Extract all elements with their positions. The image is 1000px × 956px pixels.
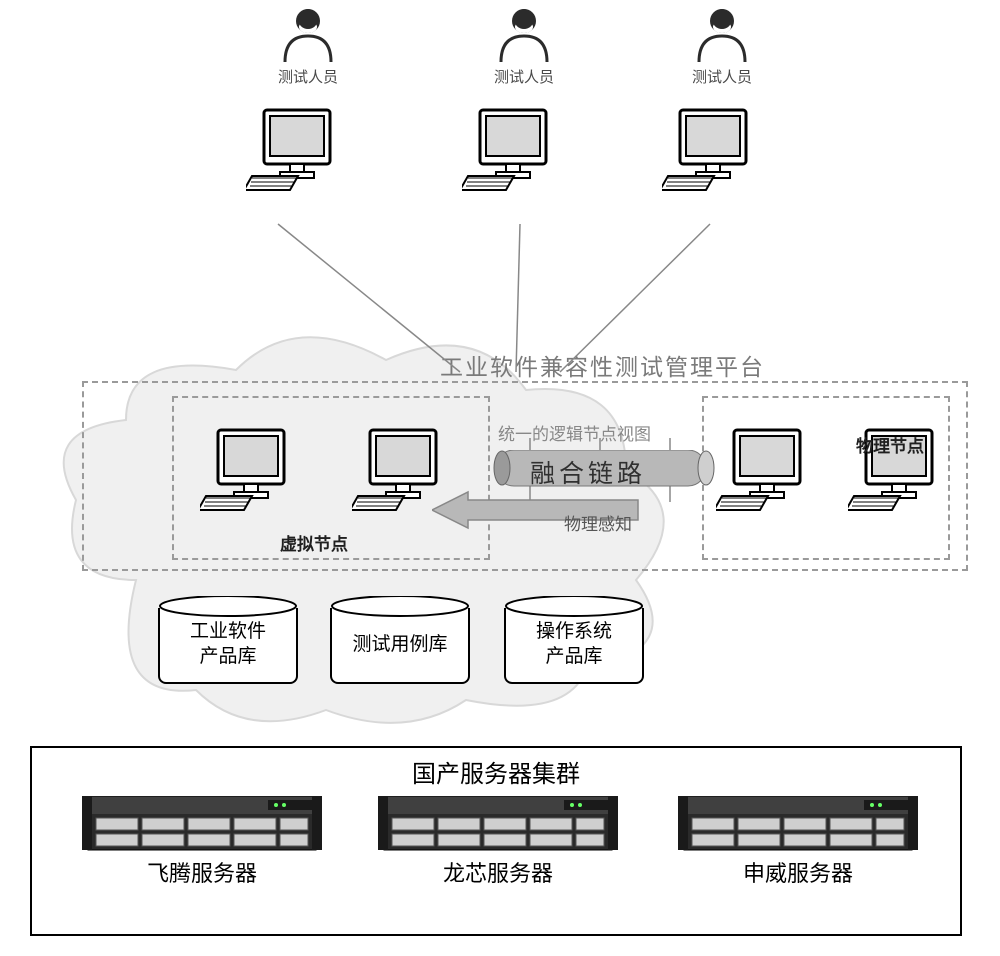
tester: 测试人员 [494,8,554,87]
tester-workstation [662,108,762,213]
physical-node-computer [716,428,816,523]
server-item: 龙芯服务器 [378,796,618,888]
rack-server-icon [678,796,918,852]
virtual-node-computer [200,428,300,523]
server-cluster-box: 国产服务器集群 飞腾服务器 龙芯服务器 申威服务器 [30,746,962,936]
database: 操作系统 产品库 [504,596,644,684]
server-item: 申威服务器 [678,796,918,888]
fusion-link-label: 融合链路 [530,454,646,490]
database: 工业软件 产品库 [158,596,298,684]
server-label: 申威服务器 [743,856,853,888]
unified-view-label: 统一的逻辑节点视图 [498,420,651,445]
server-label: 飞腾服务器 [147,856,257,888]
tester: 测试人员 [278,8,338,87]
server-cluster-title: 国产服务器集群 [32,754,960,789]
person-icon [694,8,750,64]
virtual-node-label: 虚拟节点 [280,530,348,555]
person-icon [280,8,336,64]
physical-sense-label: 物理感知 [564,510,632,535]
platform-title: 工业软件兼容性测试管理平台 [440,348,765,382]
tester-workstation [462,108,562,213]
database: 测试用例库 [330,596,470,684]
database-label: 测试用例库 [352,633,447,658]
tester: 测试人员 [692,8,752,87]
rack-server-icon [82,796,322,852]
tester-label: 测试人员 [494,66,554,87]
tester-label: 测试人员 [692,66,752,87]
server-item: 飞腾服务器 [82,796,322,888]
tester-label: 测试人员 [278,66,338,87]
physical-node-label: 物理节点 [856,432,924,457]
database-label: 工业软件 产品库 [190,620,266,669]
server-label: 龙芯服务器 [443,856,553,888]
database-label: 操作系统 产品库 [536,620,612,669]
person-icon [496,8,552,64]
rack-server-icon [378,796,618,852]
tester-workstation [246,108,346,213]
